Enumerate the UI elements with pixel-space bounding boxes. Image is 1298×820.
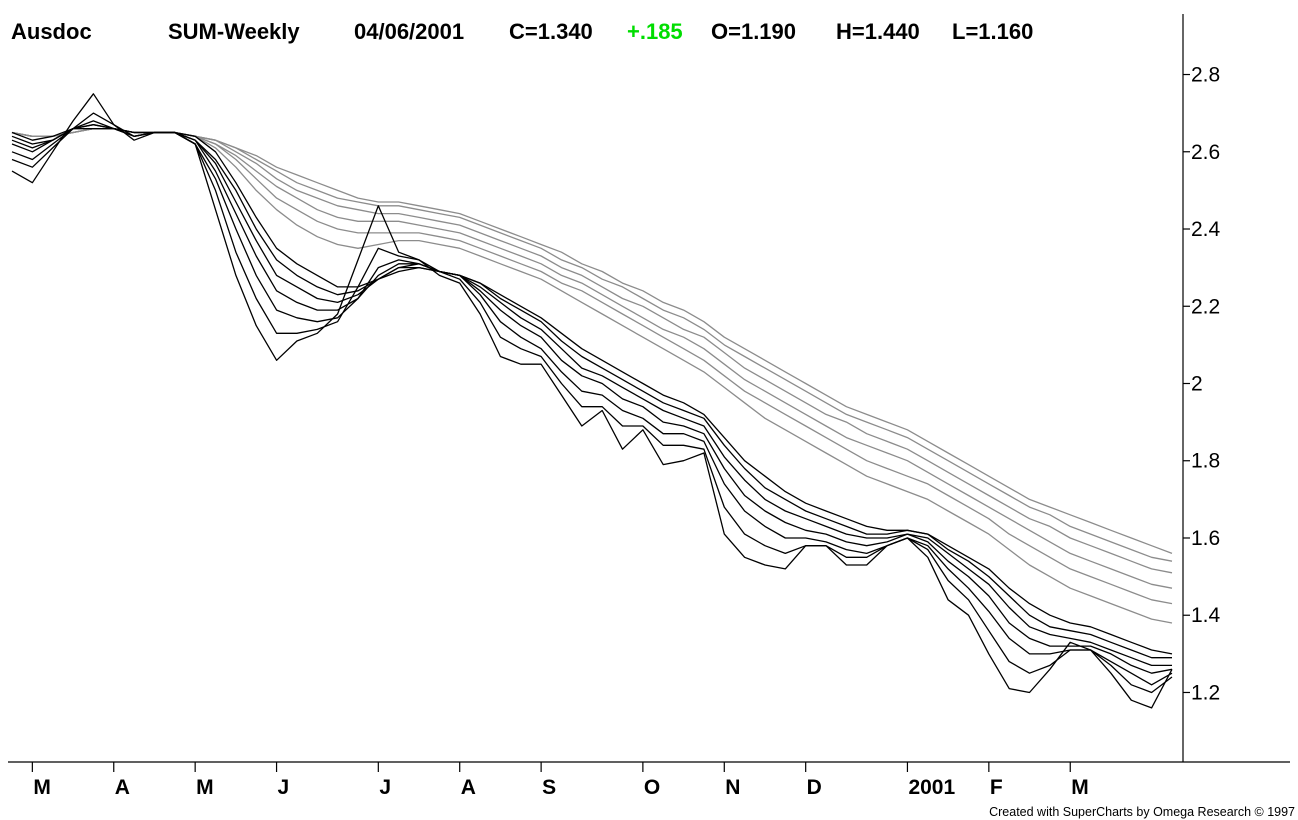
x-tick-label: S xyxy=(542,776,556,799)
x-tick-label: J xyxy=(379,776,391,799)
y-tick-label: 1.2 xyxy=(1191,681,1220,704)
series-layer xyxy=(11,93,1173,709)
y-tick-label: 2.4 xyxy=(1191,218,1221,241)
y-tick-label: 2 xyxy=(1191,373,1203,396)
series-line-10 xyxy=(11,127,1173,589)
series-line-7 xyxy=(11,127,1173,655)
y-tick-label: 2.8 xyxy=(1191,64,1220,87)
header-open: O=1.190 xyxy=(711,19,796,44)
series-line-8 xyxy=(11,127,1173,624)
x-tick-label: A xyxy=(115,776,130,799)
y-tick-label: 1.4 xyxy=(1191,604,1221,627)
series-line-1 xyxy=(11,93,1173,709)
chart-credit: Created with SuperCharts by Omega Resear… xyxy=(989,805,1295,819)
x-tick-label: M xyxy=(1071,776,1089,799)
chart-header: Ausdoc SUM-Weekly 04/06/2001 C=1.340 +.1… xyxy=(11,19,1033,44)
header-symbol: Ausdoc xyxy=(11,19,92,44)
y-tick-label: 1.6 xyxy=(1191,527,1220,550)
series-line-6 xyxy=(11,127,1172,659)
x-tick-label: N xyxy=(725,776,740,799)
x-tick-label: J xyxy=(278,776,290,799)
x-tick-label: 2001 xyxy=(908,776,955,799)
x-tick-label: A xyxy=(461,776,476,799)
series-line-2 xyxy=(11,112,1173,694)
y-tick-label: 2.2 xyxy=(1191,295,1220,318)
header-change: +.185 xyxy=(627,19,683,44)
y-tick-label: 2.6 xyxy=(1191,141,1220,164)
header-high: H=1.440 xyxy=(836,19,920,44)
y-tick-label: 1.8 xyxy=(1191,450,1220,473)
header-ticker-period: SUM-Weekly xyxy=(168,19,300,44)
x-tick-label: M xyxy=(33,776,51,799)
x-tick-label: M xyxy=(196,776,214,799)
series-line-13 xyxy=(11,127,1173,555)
header-low: L=1.160 xyxy=(952,19,1033,44)
series-line-5 xyxy=(11,124,1172,667)
x-tick-label: F xyxy=(990,776,1003,799)
x-axis-ticks: M A M J J A S O N D 2001 F M xyxy=(31,762,1089,799)
x-tick-label: O xyxy=(644,776,660,799)
x-tick-label: D xyxy=(807,776,822,799)
series-line-4 xyxy=(11,124,1173,674)
header-close: C=1.340 xyxy=(509,19,593,44)
header-date: 04/06/2001 xyxy=(354,19,464,44)
series-line-3 xyxy=(11,120,1173,686)
y-axis-ticks: 1.2 1.4 1.6 1.8 2 2.2 2.4 2.6 2.8 xyxy=(1183,64,1221,704)
